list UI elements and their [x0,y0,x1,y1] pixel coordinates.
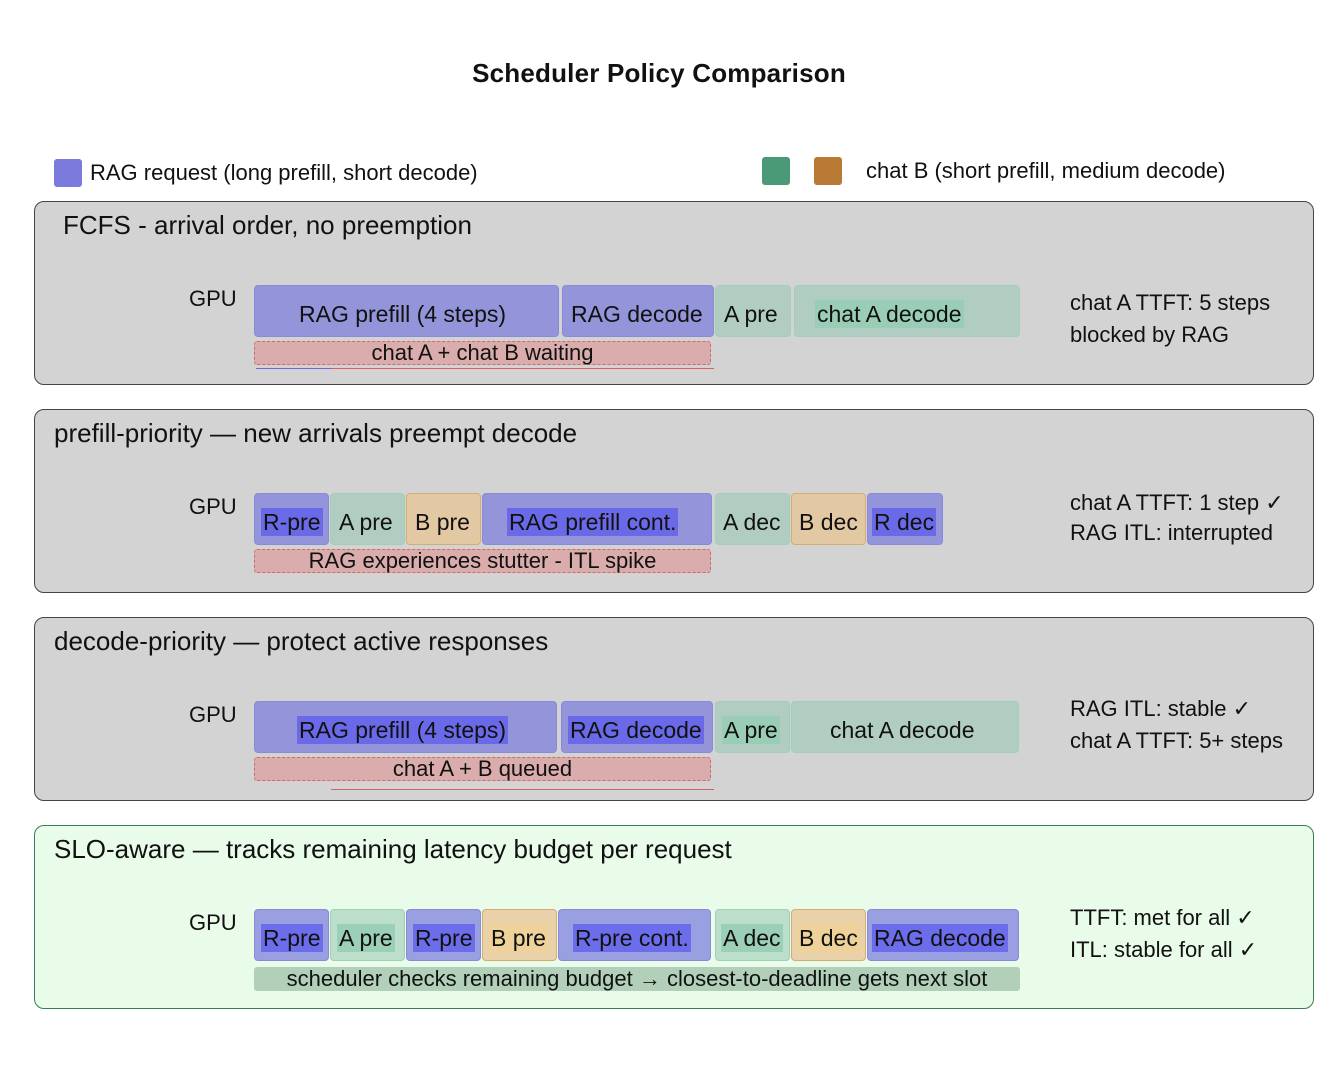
note-line-2: ITL: stable for all ✓ [1070,937,1258,962]
block-chat-a-decode: chat A decode [791,701,1019,753]
scheduler-bar: scheduler checks remaining budget → clos… [254,967,1020,991]
block-a-dec: A dec [715,909,790,961]
block-label: RAG decode [571,301,703,327]
block-label: chat A decode [830,717,975,743]
block-label: B dec [799,509,858,535]
block-label: A pre [339,509,393,535]
block-rag-decode: RAG decode [867,909,1019,961]
note-line-2: chat A TTFT: 5+ steps [1070,728,1283,753]
block-label: B pre [415,509,470,535]
note-line-1: RAG ITL: stable ✓ [1070,696,1252,721]
block-label: A pre [724,301,778,327]
gpu-label: GPU [189,910,237,935]
block-rag-decode: RAG decode [561,701,713,753]
block-label: R-pre [261,508,323,536]
block-b-dec: B dec [791,909,866,961]
block-b-pre: B pre [482,909,557,961]
block-rag-decode: RAG decode [562,285,714,337]
panel-title: decode-priority — protect active respons… [54,626,549,656]
note-line-2: blocked by RAG [1070,322,1229,347]
panel-prefill-priority: prefill-priority — new arrivals preempt … [34,409,1314,593]
block-label: A dec [723,509,781,535]
panel-title: SLO-aware — tracks remaining latency bud… [54,834,732,864]
block-r-dec: R dec [867,493,943,545]
legend-chat-b-swatch [814,157,842,185]
block-b-pre: B pre [406,493,481,545]
legend-chat-a-swatch [762,157,790,185]
legend-rag-label: RAG request (long prefill, short decode) [90,160,478,185]
block-rag-prefill: RAG prefill (4 steps) [254,701,557,753]
block-label: A pre [337,924,395,952]
block-r-pre: R-pre [254,909,329,961]
block-r-pre-cont: R-pre cont. [558,909,711,961]
block-label: R-pre cont. [573,924,691,952]
panel-slo-aware: SLO-aware — tracks remaining latency bud… [34,825,1314,1009]
block-label: R dec [872,508,937,536]
block-label: A pre [722,716,780,744]
block-b-dec: B dec [791,493,866,545]
block-label: RAG prefill (4 steps) [299,301,507,327]
panel-fcfs: FCFS - arrival order, no preemption GPU … [34,201,1314,385]
block-label: RAG decode [872,924,1008,952]
block-label: B pre [489,924,548,952]
block-a-pre: A pre [715,285,791,337]
gpu-label: GPU [189,286,237,311]
panel-title: FCFS - arrival order, no preemption [63,210,472,240]
block-rag-prefill: RAG prefill (4 steps) [254,285,559,337]
block-label: A dec [721,924,783,952]
block-a-pre: A pre [330,909,405,961]
gpu-label: GPU [189,702,237,727]
legend-chat-b-label: chat B (short prefill, medium decode) [866,158,1226,183]
block-rag-prefill-cont: RAG prefill cont. [482,493,712,545]
block-r-pre: R-pre [254,493,329,545]
note-line-2: RAG ITL: interrupted [1070,520,1273,545]
block-label: R-pre [413,924,475,952]
block-label: RAG decode [568,716,704,744]
block-label: RAG prefill (4 steps) [297,716,509,744]
block-r-pre: R-pre [406,909,481,961]
block-a-dec: A dec [715,493,790,545]
underline-red [331,368,714,369]
block-label: R-pre [261,924,323,952]
block-a-pre: A pre [330,493,405,545]
gpu-label: GPU [189,494,237,519]
block-label: RAG prefill cont. [507,508,679,536]
diagram-title: Scheduler Policy Comparison [472,58,846,88]
block-a-pre: A pre [715,701,790,753]
legend-rag-swatch [54,159,82,187]
block-label: chat A decode [815,300,964,328]
block-label: B dec [797,924,860,952]
queued-bar: chat A + B queued [254,757,711,781]
block-chat-a-decode: chat A decode [794,285,1020,337]
underline-red [331,789,714,790]
panel-decode-priority: decode-priority — protect active respons… [34,617,1314,801]
note-line-1: TTFT: met for all ✓ [1070,905,1255,930]
stutter-bar: RAG experiences stutter - ITL spike [254,549,711,573]
waiting-bar: chat A + chat B waiting [254,341,711,365]
note-line-1: chat A TTFT: 5 steps [1070,290,1271,315]
panel-title: prefill-priority — new arrivals preempt … [54,418,578,448]
underline-blue [256,368,331,369]
note-line-1: chat A TTFT: 1 step ✓ [1070,490,1284,515]
